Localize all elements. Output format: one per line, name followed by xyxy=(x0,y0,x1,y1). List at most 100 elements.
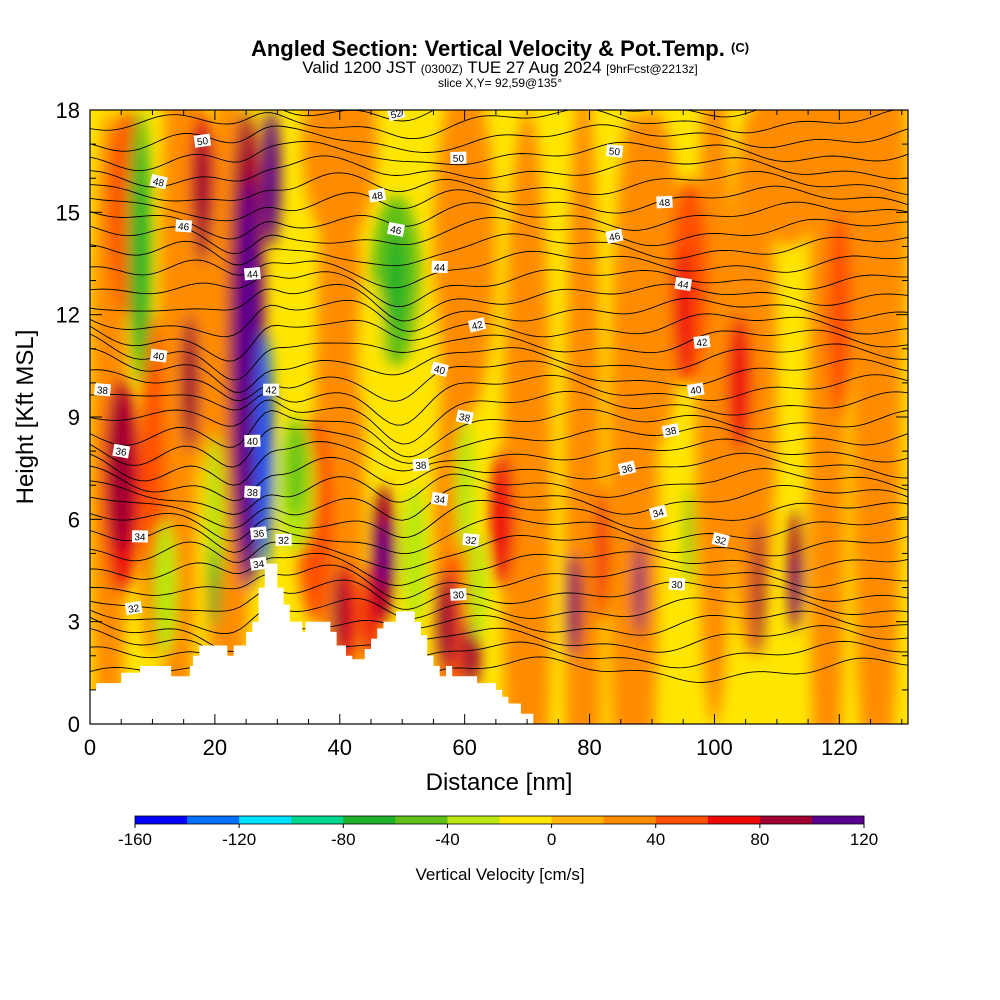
isentrope-label-box xyxy=(124,600,143,616)
colorbar-segment xyxy=(759,816,813,824)
y-tick-label: 18 xyxy=(56,98,80,123)
isentrope-label-box xyxy=(175,219,193,233)
isentrope-label: 32 xyxy=(275,533,292,547)
isentrope-label-text: 38 xyxy=(246,488,258,500)
slice-info: slice X,Y= 92,59@135° xyxy=(437,76,563,90)
colorbar-label: 40 xyxy=(646,830,665,849)
isentrope-line xyxy=(90,124,908,153)
velocity-cell xyxy=(433,110,496,417)
isentrope-line xyxy=(90,579,908,612)
isentrope-label: 44 xyxy=(674,276,693,292)
isentrope-label: 40 xyxy=(686,382,705,398)
isentrope-label-box xyxy=(711,532,730,548)
y-tick-label: 12 xyxy=(56,303,80,328)
y-tick-label: 6 xyxy=(68,507,80,532)
isentrope-label: 38 xyxy=(661,423,680,439)
potential-temperature-labels: 52 50 50 50 48 48 48 46 46 46 44 44 44 42 42 42 40 40 40 40… xyxy=(94,110,730,616)
isentrope-label-box xyxy=(149,173,168,190)
velocity-cell xyxy=(461,621,481,690)
colorbar-label: 120 xyxy=(850,830,878,849)
isentrope-line xyxy=(90,185,908,222)
velocity-cell xyxy=(467,536,487,639)
velocity-cell xyxy=(808,110,871,315)
forecast-info: [9hrFcst@2213z] xyxy=(606,62,698,76)
isentrope-line xyxy=(90,390,908,445)
colorbar-segment xyxy=(811,816,865,824)
title-units: (C) xyxy=(731,40,750,55)
isentrope-label-box xyxy=(150,348,168,363)
isentrope-line xyxy=(90,170,908,202)
isentrope-label: 32 xyxy=(462,532,480,547)
isentrope-label-text: 40 xyxy=(433,364,447,377)
velocity-cell xyxy=(261,110,281,247)
isentrope-label: 42 xyxy=(693,335,711,350)
velocity-cell xyxy=(502,110,553,724)
chart-subtitle: Valid 1200 JST (0300Z) TUE 27 Aug 2024 [… xyxy=(0,59,1000,78)
velocity-cell xyxy=(302,110,378,247)
isentrope-line xyxy=(90,110,896,140)
isentrope-label: 46 xyxy=(387,221,405,237)
isentrope-line xyxy=(90,313,908,362)
colorbar-title: Vertical Velocity [cm/s] xyxy=(415,865,584,884)
velocity-cell xyxy=(595,485,609,622)
isentrope-label-box xyxy=(94,383,111,397)
isentrope-line xyxy=(90,551,908,586)
plot-area: 52 50 50 50 48 48 48 46 46 46 44 44 44 42 42 42 40 40 40 40… xyxy=(90,77,908,724)
isentrope-line xyxy=(90,77,908,102)
terrain-mask xyxy=(90,563,534,724)
colorbar-frame xyxy=(134,815,865,825)
isentrope-label-text: 38 xyxy=(664,426,677,439)
valid-utc: (0300Z) xyxy=(420,62,463,76)
valid-prefix: Valid 1200 JST xyxy=(302,58,417,77)
isentrope-label-text: 42 xyxy=(266,386,278,397)
isentrope-label: 42 xyxy=(263,383,280,397)
isentrope-line xyxy=(90,425,908,468)
isentrope-label-box xyxy=(648,504,668,521)
x-axis-title: Distance [nm] xyxy=(426,769,573,796)
isentrope-label-box xyxy=(467,317,487,333)
velocity-cell xyxy=(264,365,272,537)
isentrope-label: 42 xyxy=(467,317,487,333)
isentrope-line xyxy=(90,217,908,255)
y-tick-label: 0 xyxy=(68,712,80,737)
y-tick-label: 9 xyxy=(68,405,80,430)
isentrope-label-text: 34 xyxy=(253,559,266,572)
velocity-cell xyxy=(152,519,178,656)
isentrope-label: 48 xyxy=(368,188,387,203)
colorbar-label: 80 xyxy=(750,830,769,849)
isentrope-label-box xyxy=(131,530,149,543)
isentrope-label-text: 38 xyxy=(415,460,427,472)
isentrope-label-text: 44 xyxy=(677,279,690,292)
isentrope-label-text: 40 xyxy=(690,385,703,398)
isentrope-label-box xyxy=(250,526,268,540)
isentrope-label: 36 xyxy=(250,526,268,541)
isentrope-label-box xyxy=(617,460,637,476)
colorbar-segment xyxy=(135,816,188,824)
colorbar-label: -160 xyxy=(118,830,152,849)
velocity-cell xyxy=(567,553,574,656)
velocity-cell xyxy=(132,144,148,349)
velocity-cell xyxy=(377,519,390,588)
isentrope-label-text: 36 xyxy=(253,528,266,540)
isentrope-label-text: 46 xyxy=(178,222,190,234)
isentrope-label-box xyxy=(368,188,387,203)
isentrope-label: 50 xyxy=(450,151,467,165)
isentrope-label: 40 xyxy=(430,361,449,377)
isentrope-label: 40 xyxy=(244,434,261,448)
isentrope-label-text: 32 xyxy=(128,603,141,616)
isentrope-label-box xyxy=(431,260,448,274)
colorbar-label: -40 xyxy=(435,830,460,849)
chart-title: Angled Section: Vertical Velocity & Pot.… xyxy=(250,36,750,61)
isentrope-label-box xyxy=(462,532,480,547)
velocity-cell xyxy=(620,110,684,452)
isentrope-label-text: 36 xyxy=(115,446,128,459)
x-tick-label: 40 xyxy=(328,735,352,760)
x-tick-label: 80 xyxy=(577,735,601,760)
isentrope-label: 48 xyxy=(656,195,673,209)
colorbar-segment xyxy=(499,816,552,824)
colorbar-segment xyxy=(551,816,605,824)
isentrope-label-box xyxy=(249,556,268,571)
velocity-cell xyxy=(791,553,800,622)
isentrope-label-box xyxy=(668,577,686,591)
isentrope-label-box xyxy=(450,587,467,601)
